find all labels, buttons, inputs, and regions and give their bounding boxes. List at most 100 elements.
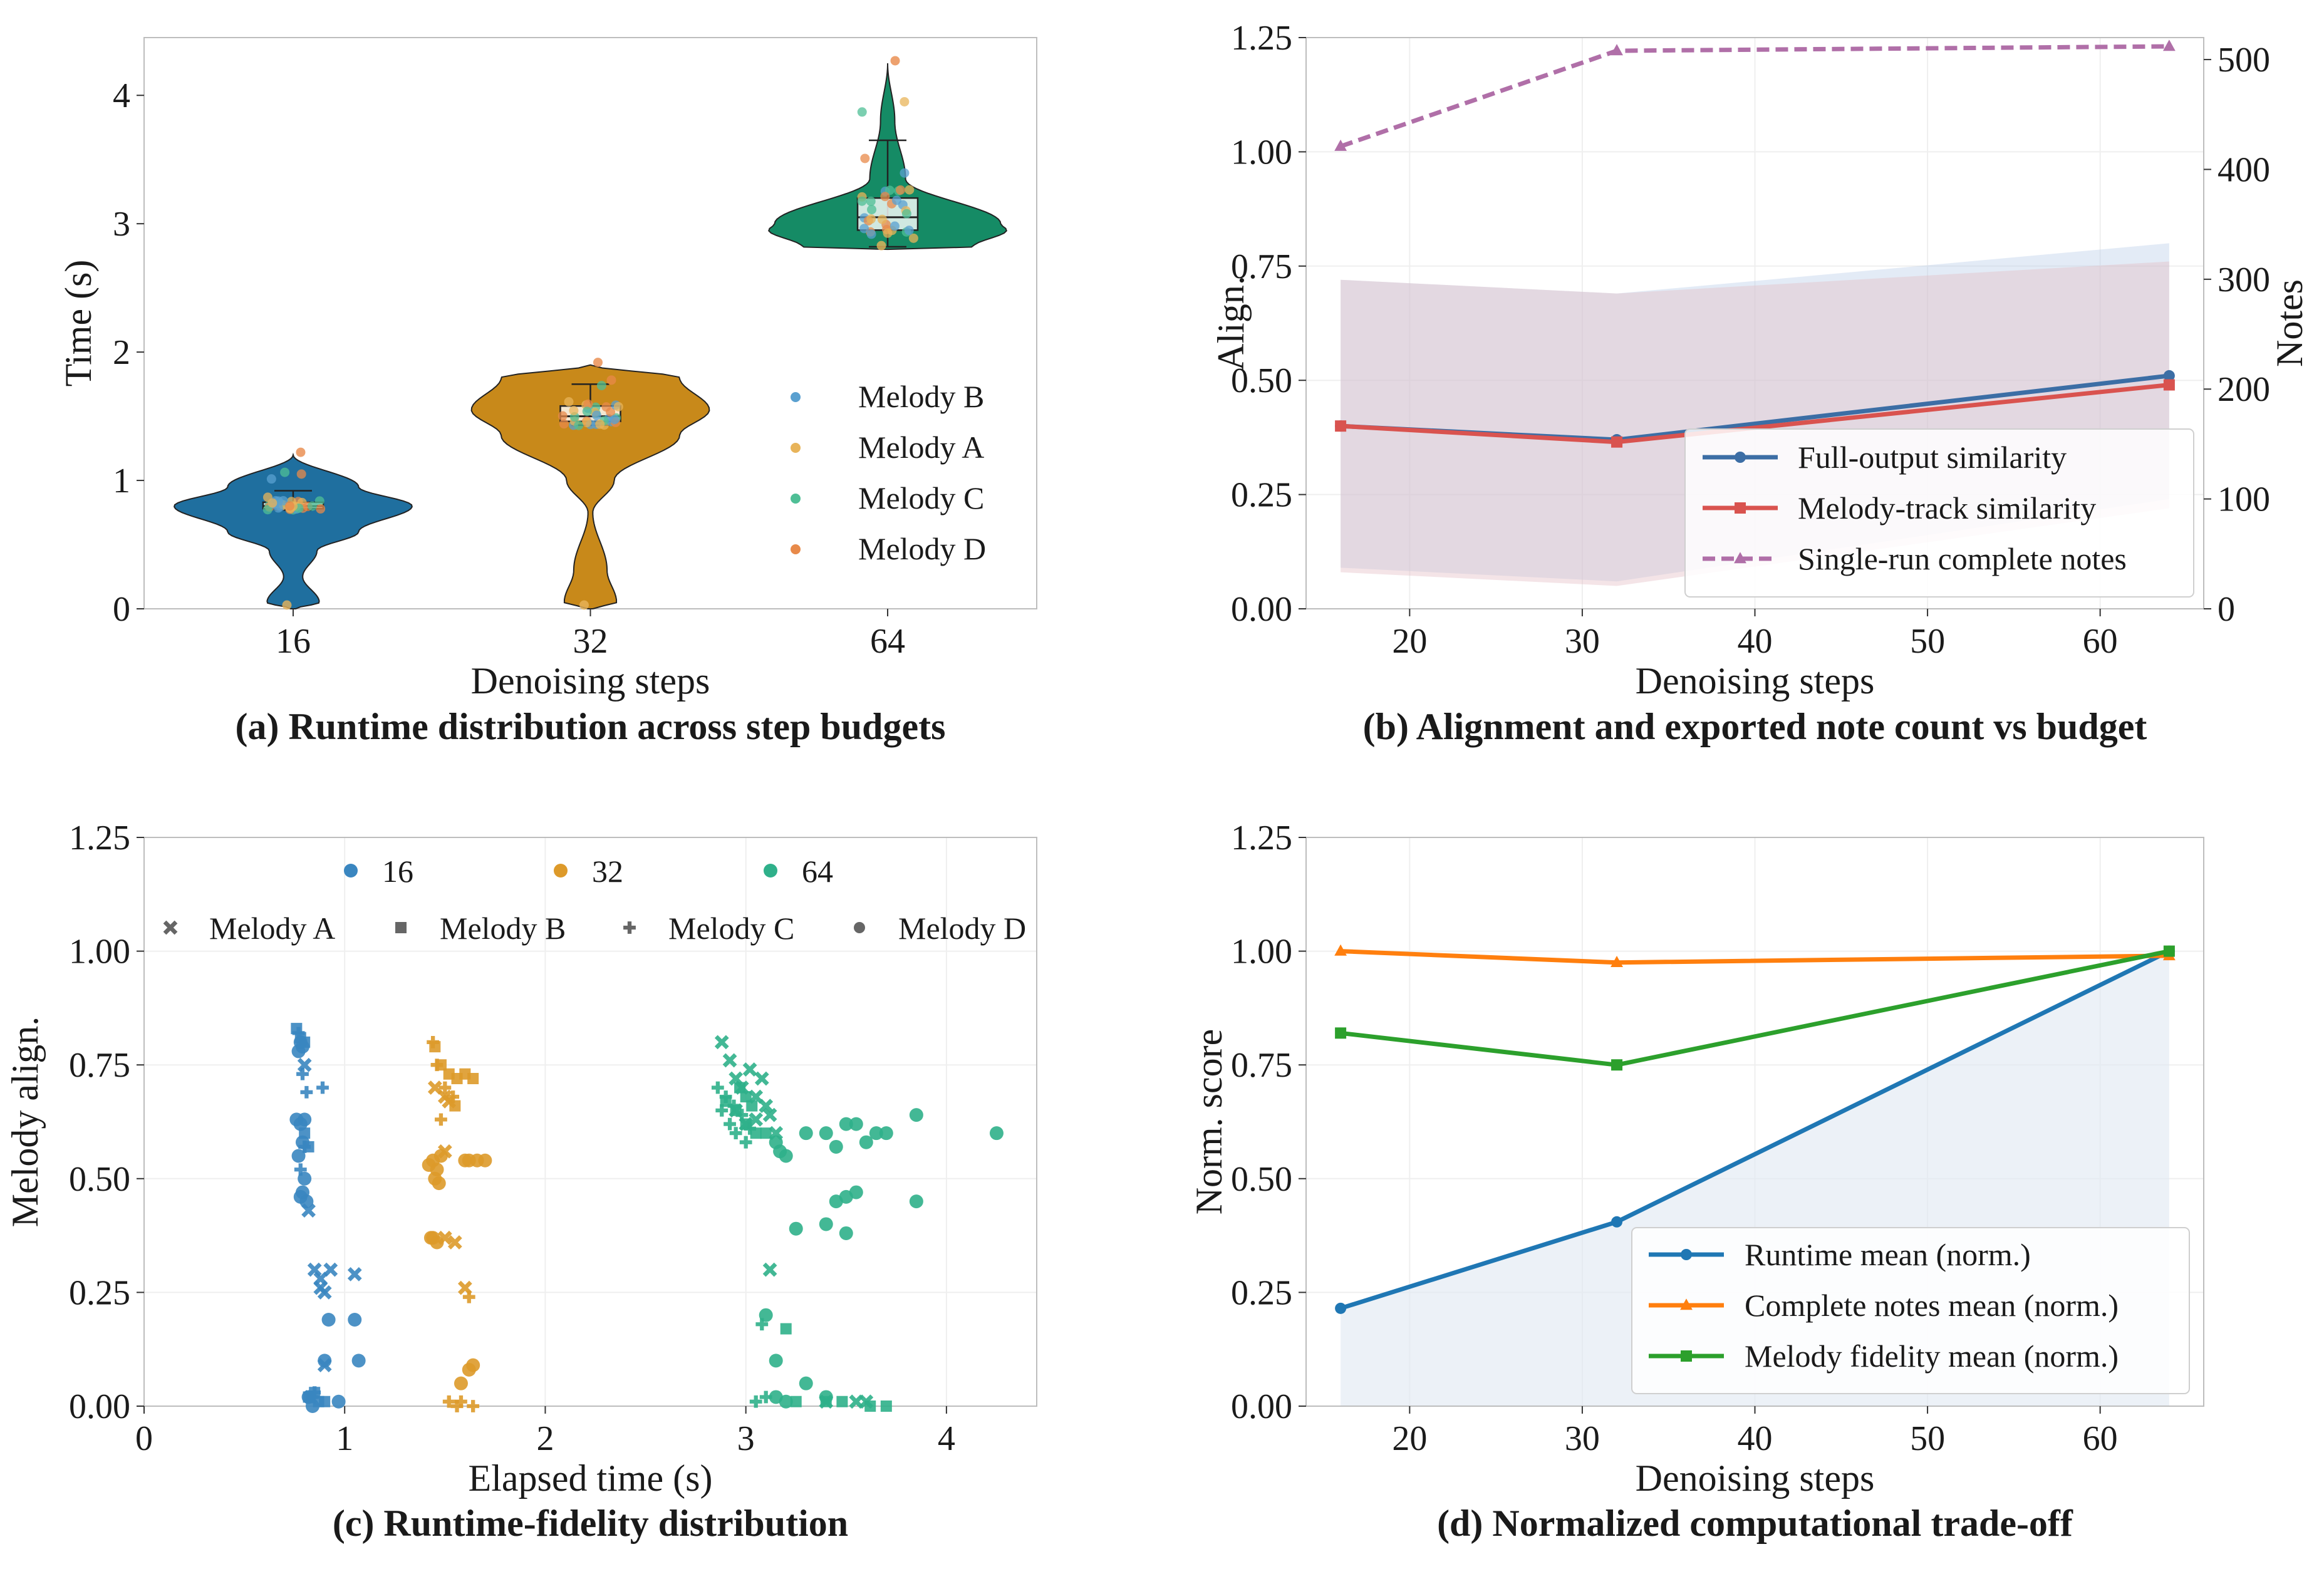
- x-axis-label-c: Elapsed time (s): [469, 1458, 713, 1499]
- scatter-point-16-melody-D: [348, 1312, 362, 1327]
- jitter-point-64: [900, 168, 910, 178]
- scatter-point-64-melody-D: [819, 1390, 833, 1404]
- legend-style-label-c: Melody B: [440, 911, 566, 946]
- x-axis-label-d: Denoising steps: [1636, 1458, 1875, 1499]
- jitter-point-16: [280, 467, 290, 477]
- scatter-point-64-melody-D: [769, 1390, 783, 1404]
- x-axis-label-a: Denoising steps: [471, 660, 710, 702]
- y-tick-label-c: 0.50: [69, 1160, 130, 1199]
- scatter-point-64-melody-B: [790, 1395, 802, 1407]
- scatter-point-32-melody-C: [442, 1395, 455, 1408]
- scatter-point-32-melody-B: [467, 1072, 479, 1084]
- scatter-point-32-melody-C: [455, 1395, 467, 1408]
- legend-marker-b: [1735, 452, 1746, 463]
- jitter-point-32: [582, 418, 592, 428]
- legend-label-b: Full-output similarity: [1798, 440, 2067, 475]
- scatter-point-64-melody-A: [759, 1099, 774, 1113]
- jitter-point-32: [564, 397, 574, 407]
- scatter-point-32-melody-A: [437, 1144, 452, 1159]
- scatter-point-64-melody-D: [829, 1139, 843, 1154]
- x-tick-label-c: 1: [336, 1419, 353, 1458]
- x-tick-label-c: 4: [938, 1419, 955, 1458]
- scatter-point-64-melody-C: [715, 1104, 729, 1117]
- caption-c: (c) Runtime-fidelity distribution: [333, 1503, 848, 1544]
- legend-style-marker-c: [395, 922, 407, 933]
- scatter-point-64-melody-D: [869, 1126, 883, 1141]
- scatter-point-64-melody-D: [819, 1126, 833, 1141]
- scatter-point-16-melody-C: [316, 1081, 329, 1094]
- y-tick-label-a: 0: [113, 590, 130, 629]
- legend-marker-a: [791, 443, 801, 453]
- scatter-point-64-melody-A: [762, 1262, 777, 1277]
- scatter-point-64-melody-C: [724, 1117, 736, 1131]
- legend-label-d: Complete notes mean (norm.): [1745, 1288, 2119, 1323]
- scatter-point-32-melody-A: [447, 1235, 462, 1250]
- scatter-point-16-melody-A: [307, 1262, 322, 1277]
- scatter-point-32-melody-C: [447, 1090, 460, 1103]
- jitter-point-64: [905, 185, 915, 195]
- x-tick-label-d: 50: [1910, 1419, 1945, 1458]
- y-tick-label-a: 3: [113, 205, 130, 244]
- jitter-point-64: [859, 224, 869, 234]
- jitter-point-32: [593, 358, 603, 368]
- x-tick-label-b: 30: [1565, 622, 1600, 661]
- y2-tick-label-b: 400: [2218, 150, 2270, 189]
- panel-a-runtime-violin: 16 32 64 0 1 2 3 4 Denoising steps Time (s) (a) Ru…: [58, 37, 1037, 747]
- jitter-point-64: [890, 56, 900, 66]
- scatter-point-16-melody-A: [347, 1266, 362, 1281]
- legend-box-d: [1631, 1227, 2190, 1394]
- series-point-2: [1335, 1027, 1347, 1039]
- jitter-point-64: [880, 192, 890, 202]
- series-point-0: [1335, 1302, 1347, 1314]
- scatter-point-64-melody-D: [879, 1126, 893, 1141]
- series-point-1: [1335, 420, 1347, 432]
- legend-marker-d: [1681, 1350, 1692, 1362]
- scatter-point-64-melody-C: [711, 1081, 724, 1094]
- x-tick-label-b: 40: [1738, 622, 1773, 661]
- plot-frame-c: [143, 837, 1037, 1407]
- scatter-point-64-melody-D: [759, 1308, 773, 1322]
- jitter-point-32: [595, 419, 605, 429]
- scatter-point-32-melody-D: [478, 1153, 492, 1168]
- x-tick-label-a: 64: [870, 622, 905, 661]
- scatter-point-64-melody-B: [864, 1401, 876, 1412]
- jitter-point-64: [901, 209, 911, 219]
- scatter-point-16-melody-A: [301, 1203, 316, 1218]
- scatter-point-64-melody-B: [780, 1323, 792, 1335]
- scatter-point-64-melody-B: [740, 1091, 752, 1103]
- series-point-1: [1611, 955, 1623, 967]
- legend-hue-label-c: 64: [802, 854, 833, 889]
- x-tick-label-d: 20: [1392, 1419, 1427, 1458]
- scatter-point-64-melody-B: [880, 1401, 892, 1412]
- series-point-0: [1611, 1216, 1623, 1228]
- scatter-point-64-melody-D: [819, 1217, 833, 1231]
- y-tick-label-c: 1.25: [69, 819, 130, 857]
- jitter-point-64: [857, 196, 867, 206]
- scatter-point-32-melody-C: [435, 1113, 447, 1126]
- scatter-point-16-melody-A: [313, 1280, 328, 1295]
- jitter-point-32: [610, 415, 620, 425]
- scatter-point-32-melody-D: [466, 1358, 480, 1372]
- x-tick-label-b: 20: [1392, 622, 1427, 661]
- y-tick-label-d: 1.00: [1231, 933, 1292, 971]
- legend-marker-a: [791, 544, 801, 554]
- scatter-point-64-melody-A: [762, 1107, 777, 1122]
- x-tick-label-c: 2: [536, 1419, 554, 1458]
- scatter-point-16-melody-D: [289, 1112, 304, 1127]
- legend-style-label-c: Melody A: [209, 911, 335, 946]
- legend-hue-marker-c: [344, 864, 358, 878]
- jitter-point-64: [866, 229, 876, 239]
- scatter-point-32-melody-C: [438, 1081, 452, 1094]
- scatter-point-64-melody-D: [859, 1135, 873, 1149]
- scatter-point-64-melody-D: [839, 1117, 853, 1131]
- legend-hue-label-c: 16: [382, 854, 413, 889]
- legend-hue-label-c: 32: [592, 854, 623, 889]
- y-tick-label-c: 0.25: [69, 1273, 130, 1312]
- y-tick-label-a: 1: [113, 462, 130, 500]
- scatter-point-16-melody-C: [300, 1085, 313, 1099]
- jitter-point-64: [876, 241, 886, 251]
- y2-tick-label-b: 100: [2218, 480, 2270, 519]
- scatter-point-64-melody-B: [760, 1127, 772, 1139]
- violin-16: [174, 452, 413, 609]
- series-point-2: [1334, 139, 1347, 151]
